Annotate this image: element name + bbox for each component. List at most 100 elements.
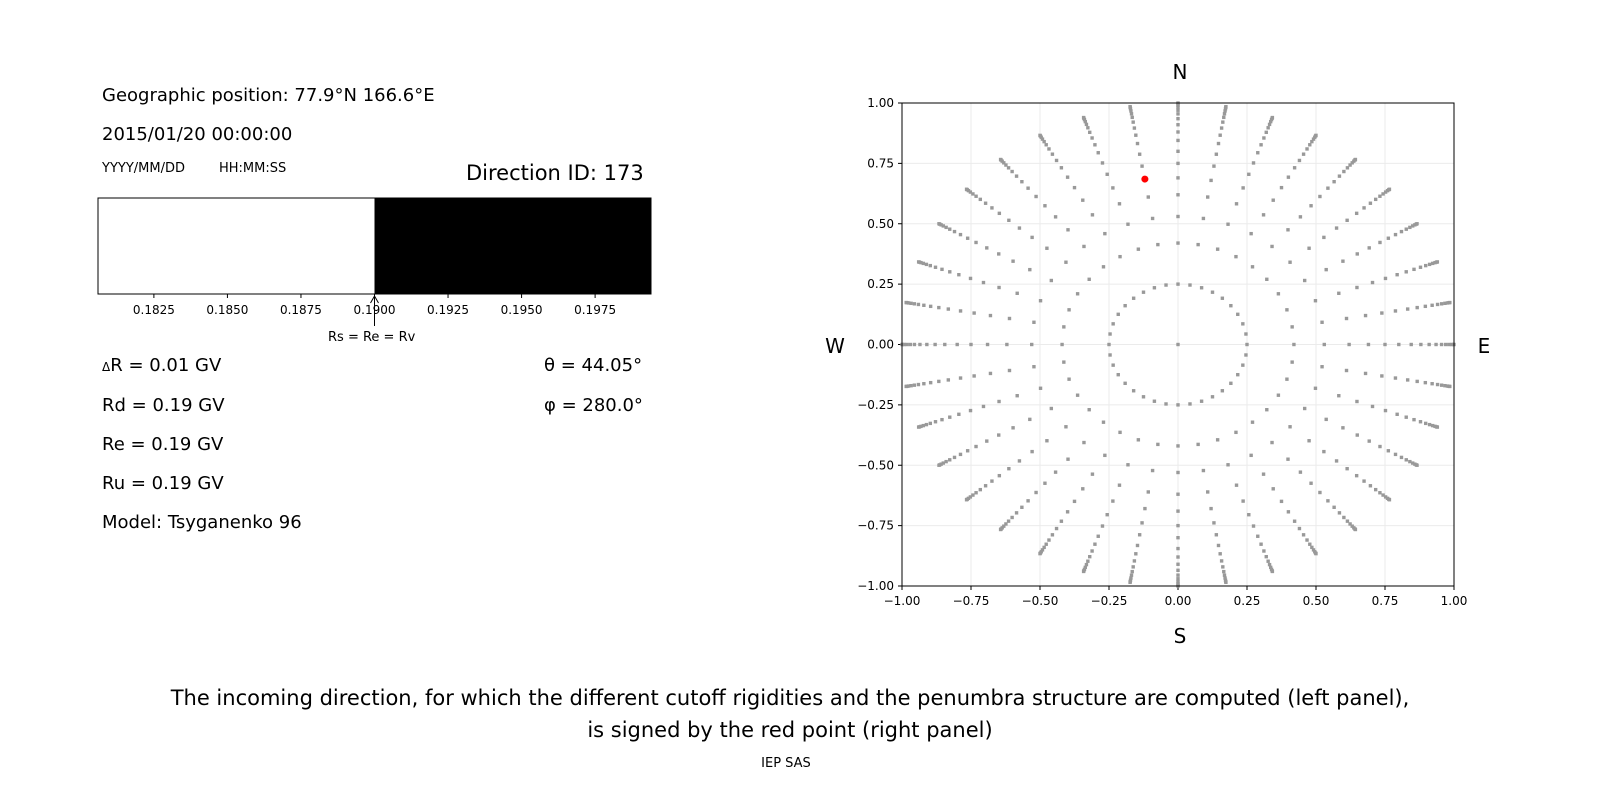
credit: IEP SAS — [761, 756, 811, 771]
direction-point — [1393, 452, 1398, 457]
model: Model: Tsyganenko 96 — [102, 512, 302, 533]
direction-point — [1128, 105, 1132, 110]
direction-point — [1045, 246, 1049, 250]
ru-value: Ru = 0.19 GV — [102, 473, 224, 494]
direction-point — [1229, 303, 1233, 308]
direction-point — [1386, 449, 1391, 453]
direction-point — [1128, 107, 1133, 111]
direction-point — [1039, 135, 1043, 139]
direction-point — [1135, 141, 1140, 146]
direction-point — [1268, 119, 1273, 124]
direction-point — [1435, 260, 1440, 264]
direction-point — [1309, 204, 1313, 208]
direction-point — [998, 157, 1003, 162]
direction-point — [902, 342, 907, 347]
direction-point — [1341, 426, 1345, 430]
direction-point — [933, 342, 937, 347]
direction-point — [1271, 198, 1275, 202]
direction-point — [922, 382, 926, 386]
direction-point — [1418, 265, 1423, 269]
direction-point — [1337, 511, 1342, 515]
direction-point — [1132, 126, 1137, 130]
direction-point — [906, 384, 911, 388]
direction-point — [1007, 218, 1011, 223]
direction-point — [1393, 232, 1398, 237]
direction-point — [1353, 157, 1358, 162]
direction-point — [1378, 491, 1382, 495]
direction-point — [1383, 276, 1388, 281]
direction-point — [1176, 130, 1180, 134]
direction-point — [1427, 262, 1432, 267]
direction-point — [1249, 453, 1253, 458]
direction-point — [957, 273, 961, 277]
direction-point — [1188, 283, 1192, 287]
direction-point — [1236, 312, 1240, 317]
direction-point — [958, 232, 963, 237]
direction-point — [1348, 163, 1352, 167]
direction-point — [1220, 296, 1225, 300]
direction-point — [1241, 499, 1245, 503]
direction-point — [958, 309, 963, 313]
direction-point — [1030, 449, 1034, 454]
direction-point — [1075, 292, 1080, 296]
direction-point — [1030, 235, 1034, 240]
direction-point — [1176, 214, 1180, 219]
direction-point — [1261, 213, 1266, 217]
direction-point — [1218, 552, 1222, 556]
direction-point — [1043, 481, 1047, 485]
direction-point — [1288, 425, 1292, 429]
arrow-label: Rs = Re = Rv — [328, 330, 416, 345]
direction-point — [1176, 105, 1180, 110]
direction-point — [1247, 172, 1251, 176]
direction-point — [948, 415, 952, 419]
direction-point — [1101, 420, 1106, 424]
direction-point — [1449, 342, 1454, 347]
direction-point — [1276, 292, 1281, 296]
direction-point — [1176, 583, 1180, 587]
direction-point — [1176, 444, 1180, 448]
direction-point — [978, 487, 983, 492]
direction-point — [965, 188, 969, 192]
direction-point — [1117, 202, 1122, 206]
direction-point — [1430, 261, 1435, 266]
direction-point — [968, 495, 973, 499]
direction-point — [904, 384, 908, 389]
direction-point — [1010, 515, 1014, 520]
direction-point — [1362, 479, 1366, 483]
y-tick-label: 0.25 — [867, 277, 894, 291]
direction-point — [1313, 551, 1318, 555]
direction-point — [916, 302, 921, 307]
direction-point — [1385, 496, 1390, 501]
direction-point — [948, 270, 952, 274]
direction-point — [1176, 568, 1180, 573]
direction-point — [1286, 228, 1290, 232]
direction-point — [1176, 161, 1180, 166]
direction-point — [937, 463, 942, 467]
direction-point — [905, 384, 909, 389]
direction-point — [969, 342, 973, 347]
direction-point — [1423, 421, 1428, 426]
direction-point — [1065, 510, 1070, 514]
direction-point — [1334, 226, 1339, 230]
direction-point — [1411, 461, 1415, 465]
direction-point — [1370, 404, 1375, 409]
direction-point — [1176, 582, 1180, 586]
direction-point — [1270, 440, 1274, 445]
direction-point — [1216, 141, 1221, 146]
x-tick-label: 0.1950 — [501, 303, 543, 317]
direction-point — [1004, 522, 1008, 526]
direction-point — [937, 379, 941, 384]
direction-point — [997, 211, 1002, 216]
direction-point — [1411, 224, 1415, 228]
direction-point — [985, 246, 989, 250]
direction-point — [1380, 311, 1384, 315]
direction-point — [1408, 459, 1412, 464]
direction-point — [1130, 569, 1134, 574]
direction-point — [1020, 180, 1024, 184]
direction-point — [1348, 522, 1352, 526]
direction-point — [1345, 218, 1349, 223]
direction-point — [1413, 223, 1417, 227]
direction-point — [1067, 377, 1071, 381]
direction-point — [1383, 408, 1388, 413]
x-tick-label: 1.00 — [1441, 594, 1468, 608]
